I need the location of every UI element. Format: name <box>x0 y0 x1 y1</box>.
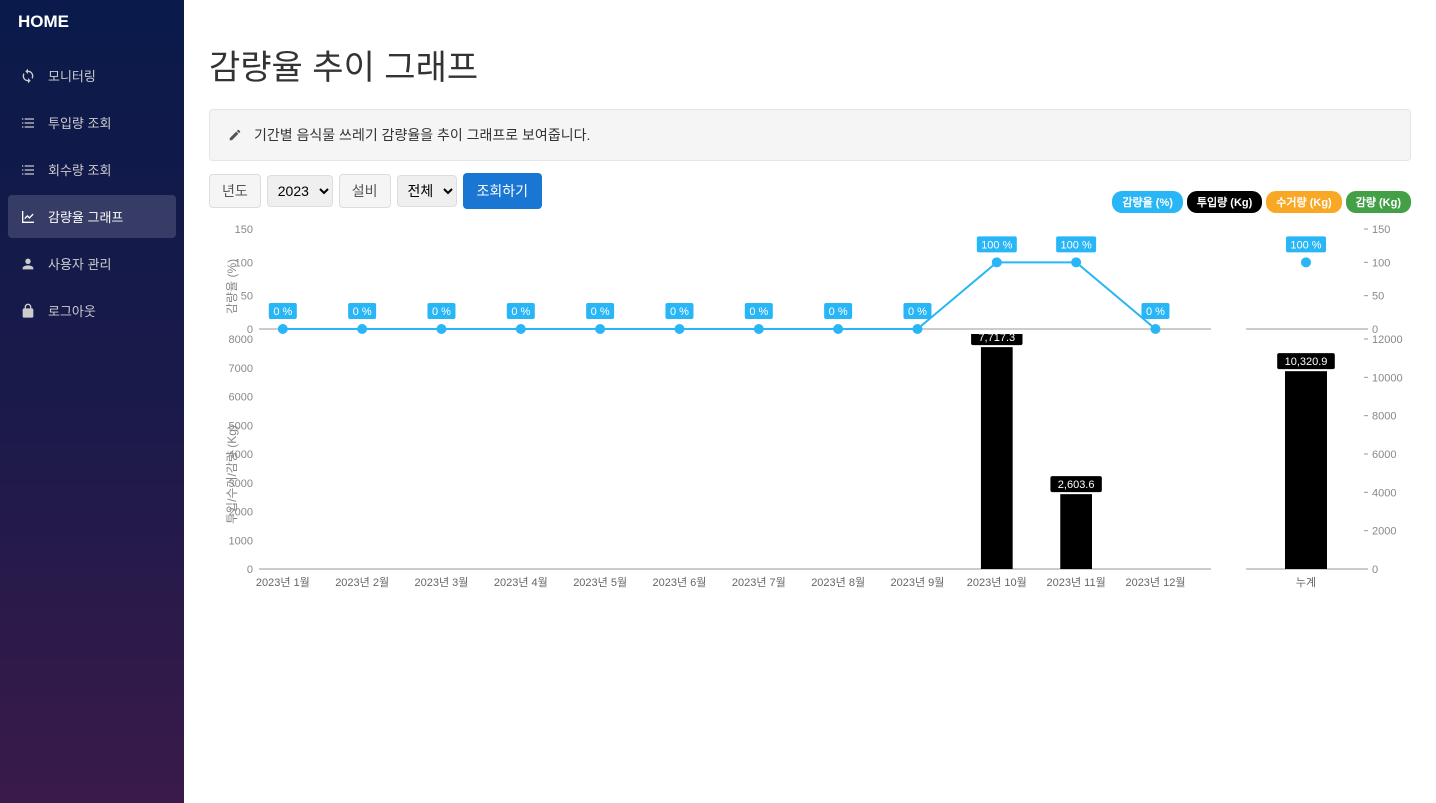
chart-container: 감량율 (%)0501001500 %0 %0 %0 %0 %0 %0 %0 %… <box>209 219 1411 594</box>
legend-item: 감량율 (%) <box>1112 191 1183 213</box>
pencil-icon <box>228 128 242 142</box>
svg-text:0 %: 0 % <box>908 306 927 318</box>
sidebar-item-label: 로그아웃 <box>48 301 96 320</box>
svg-text:8000: 8000 <box>1372 411 1396 423</box>
svg-text:2,603.6: 2,603.6 <box>1058 479 1095 491</box>
svg-text:50: 50 <box>1372 291 1384 303</box>
main-content: 감량율 추이 그래프 기간별 음식물 쓰레기 감량율을 추이 그래프로 보여줍니… <box>184 0 1436 803</box>
svg-text:10,320.9: 10,320.9 <box>1285 356 1328 368</box>
svg-text:2023년 5월: 2023년 5월 <box>573 576 627 589</box>
sidebar-item-5[interactable]: 로그아웃 <box>8 289 176 332</box>
svg-text:1000: 1000 <box>229 535 253 547</box>
svg-text:6000: 6000 <box>1372 449 1396 461</box>
legend-item: 감량 (Kg) <box>1346 191 1411 213</box>
lock-icon <box>20 303 36 319</box>
svg-text:12000: 12000 <box>1372 334 1403 346</box>
total-bar: 0 2000 4000 6000 8000 10000 12000 10,320.9 누계 <box>1221 334 1411 594</box>
svg-text:4000: 4000 <box>1372 487 1396 499</box>
svg-text:0 %: 0 % <box>591 306 610 318</box>
svg-text:2023년 1월: 2023년 1월 <box>256 576 310 589</box>
svg-text:2023년 10월: 2023년 10월 <box>967 576 1027 589</box>
svg-text:100: 100 <box>1372 257 1390 269</box>
line-chart: 0501001500 %0 %0 %0 %0 %0 %0 %0 %0 %100 … <box>209 219 1221 334</box>
legend-item: 투입량 (Kg) <box>1187 191 1262 213</box>
svg-text:2023년 9월: 2023년 9월 <box>891 576 945 589</box>
year-select[interactable]: 2023 <box>267 175 333 207</box>
legend-item: 수거량 (Kg) <box>1266 191 1341 213</box>
svg-text:100 %: 100 % <box>981 239 1012 251</box>
sidebar-home[interactable]: HOME <box>0 0 184 44</box>
svg-text:2023년 7월: 2023년 7월 <box>732 576 786 589</box>
list-icon <box>20 115 36 131</box>
facility-label: 설비 <box>339 174 391 208</box>
svg-text:2023년 6월: 2023년 6월 <box>653 576 707 589</box>
svg-text:2023년 12월: 2023년 12월 <box>1125 576 1185 589</box>
svg-text:2023년 8월: 2023년 8월 <box>811 576 865 589</box>
svg-text:0 %: 0 % <box>432 306 451 318</box>
sidebar-item-4[interactable]: 사용자 관리 <box>8 242 176 285</box>
svg-text:0 %: 0 % <box>749 306 768 318</box>
svg-text:0 %: 0 % <box>273 306 292 318</box>
svg-text:100 %: 100 % <box>1061 239 1092 251</box>
description-text: 기간별 음식물 쓰레기 감량율을 추이 그래프로 보여줍니다. <box>254 125 590 145</box>
svg-text:7000: 7000 <box>229 363 253 375</box>
svg-text:100 %: 100 % <box>1290 239 1321 251</box>
facility-select[interactable]: 전체 <box>397 175 457 207</box>
sidebar-item-label: 투입량 조회 <box>48 113 111 132</box>
svg-text:2023년 4월: 2023년 4월 <box>494 576 548 589</box>
svg-text:2023년 11월: 2023년 11월 <box>1047 576 1106 589</box>
svg-text:10000: 10000 <box>1372 372 1403 384</box>
description-box: 기간별 음식물 쓰레기 감량율을 추이 그래프로 보여줍니다. <box>209 109 1411 161</box>
refresh-icon <box>20 68 36 84</box>
bar-chart: 0100020003000400050006000700080007,717.3… <box>209 334 1221 594</box>
sidebar-item-1[interactable]: 투입량 조회 <box>8 101 176 144</box>
chart-icon <box>20 209 36 225</box>
svg-text:0 %: 0 % <box>511 306 530 318</box>
svg-text:50: 50 <box>241 291 253 303</box>
year-label: 년도 <box>209 174 261 208</box>
svg-text:150: 150 <box>1372 224 1390 236</box>
sidebar: HOME 모니터링투입량 조회회수량 조회감량율 그래프사용자 관리로그아웃 <box>0 0 184 803</box>
svg-text:7,717.3: 7,717.3 <box>978 334 1015 344</box>
sidebar-item-label: 회수량 조회 <box>48 160 111 179</box>
sidebar-item-3[interactable]: 감량율 그래프 <box>8 195 176 238</box>
user-icon <box>20 256 36 272</box>
svg-text:2000: 2000 <box>1372 526 1396 538</box>
svg-text:2023년 3월: 2023년 3월 <box>415 576 469 589</box>
list-icon <box>20 162 36 178</box>
svg-text:2023년 2월: 2023년 2월 <box>335 576 389 589</box>
total-line: 0 50 100 150 100 % <box>1221 219 1411 334</box>
sidebar-item-0[interactable]: 모니터링 <box>8 54 176 97</box>
svg-text:0: 0 <box>1372 324 1378 334</box>
sidebar-item-2[interactable]: 회수량 조회 <box>8 148 176 191</box>
sidebar-item-label: 사용자 관리 <box>48 254 111 273</box>
svg-text:0 %: 0 % <box>353 306 372 318</box>
sidebar-item-label: 모니터링 <box>48 66 96 85</box>
svg-text:0 %: 0 % <box>670 306 689 318</box>
search-button[interactable]: 조회하기 <box>463 173 543 209</box>
svg-text:0: 0 <box>1372 564 1378 576</box>
svg-text:8000: 8000 <box>229 334 253 346</box>
svg-text:누계: 누계 <box>1296 576 1316 589</box>
svg-text:0 %: 0 % <box>829 306 848 318</box>
svg-text:150: 150 <box>235 224 253 236</box>
svg-text:6000: 6000 <box>229 392 253 404</box>
page-title: 감량율 추이 그래프 <box>209 40 1411 89</box>
svg-text:0 %: 0 % <box>1146 306 1165 318</box>
svg-text:0: 0 <box>247 324 253 334</box>
svg-text:0: 0 <box>247 564 253 576</box>
sidebar-item-label: 감량율 그래프 <box>48 207 123 226</box>
